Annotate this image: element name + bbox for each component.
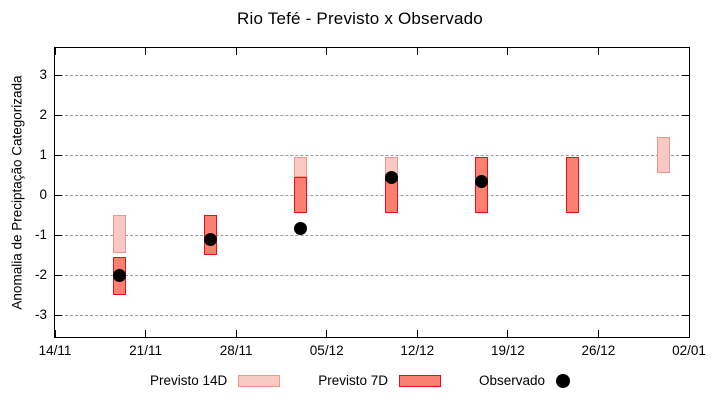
legend-swatch-previsto-7d-icon <box>399 374 442 387</box>
x-tick-label: 14/11 <box>38 343 72 358</box>
y-tick-mark <box>682 194 689 196</box>
y-tick-mark <box>682 234 689 236</box>
observado-dot <box>113 268 127 282</box>
x-tick-mark <box>597 48 599 55</box>
y-tick-mark <box>55 74 62 76</box>
y-tick-label: 0 <box>39 187 47 203</box>
legend-item-previsto-7d: Previsto 7D <box>318 373 442 388</box>
y-tick-mark <box>55 114 62 116</box>
y-tick-label: -1 <box>34 227 47 243</box>
bar-previsto-14d <box>656 137 670 174</box>
y-tick-mark <box>682 314 689 316</box>
chart-title: Rio Tefé - Previsto x Observado <box>237 9 483 28</box>
y-tick-mark <box>55 314 62 316</box>
x-tick-mark <box>326 330 328 337</box>
x-tick-mark <box>235 330 237 337</box>
gridline <box>55 234 689 236</box>
observado-dot <box>203 232 217 246</box>
x-tick-mark <box>416 48 418 55</box>
legend-label-observado: Observado <box>479 373 546 388</box>
legend: Previsto 14D Previsto 7D Observado <box>0 373 720 388</box>
x-tick-label: 28/11 <box>219 343 253 358</box>
legend-dot-observado-icon <box>556 373 571 388</box>
x-tick-mark <box>688 48 690 55</box>
x-tick-mark <box>507 330 509 337</box>
y-tick-label: 2 <box>39 107 47 123</box>
bar-previsto-14d <box>294 157 308 178</box>
bar-previsto-7d <box>294 177 308 214</box>
x-tick-mark <box>54 330 56 337</box>
legend-label-previsto-14d: Previsto 14D <box>149 373 228 388</box>
gridline <box>55 274 689 276</box>
y-tick-mark <box>682 274 689 276</box>
observado-dot <box>384 170 398 184</box>
gridline <box>55 314 689 316</box>
x-tick-label: 19/12 <box>490 343 525 358</box>
x-tick-mark <box>54 48 56 55</box>
x-tick-mark <box>688 330 690 337</box>
legend-item-previsto-14d: Previsto 14D <box>149 373 281 388</box>
y-tick-label: -2 <box>34 267 47 283</box>
y-tick-mark <box>682 74 689 76</box>
y-tick-mark <box>55 274 62 276</box>
y-tick-mark <box>55 234 62 236</box>
x-tick-label: 12/12 <box>400 343 435 358</box>
x-tick-mark <box>326 48 328 55</box>
y-tick-mark <box>55 194 62 196</box>
gridline <box>55 114 689 116</box>
y-tick-label: 1 <box>39 147 47 163</box>
legend-label-previsto-7d: Previsto 7D <box>318 373 389 388</box>
x-tick-mark <box>235 48 237 55</box>
x-tick-label: 05/12 <box>309 343 344 358</box>
x-tick-label: 21/11 <box>129 343 162 358</box>
observado-dot <box>475 174 489 188</box>
y-tick-mark <box>682 114 689 116</box>
gridline <box>55 154 689 156</box>
x-tick-mark <box>597 330 599 337</box>
legend-swatch-previsto-14d-icon <box>238 374 281 387</box>
observado-dot <box>294 221 308 235</box>
gridline <box>55 194 689 196</box>
bar-previsto-14d <box>113 215 127 254</box>
gridline <box>55 74 689 76</box>
x-tick-mark <box>145 48 147 55</box>
x-tick-mark <box>507 48 509 55</box>
y-tick-label: 3 <box>39 67 47 83</box>
y-tick-mark <box>682 154 689 156</box>
x-tick-label: 02/01 <box>672 343 706 358</box>
y-tick-label: -3 <box>34 307 47 322</box>
bar-previsto-7d <box>566 157 580 214</box>
plot-area <box>54 47 690 338</box>
y-tick-mark <box>55 154 62 156</box>
x-tick-mark <box>145 330 147 337</box>
legend-item-observado: Observado <box>479 373 571 388</box>
x-tick-mark <box>416 330 418 337</box>
x-tick-label: 26/12 <box>581 343 616 358</box>
